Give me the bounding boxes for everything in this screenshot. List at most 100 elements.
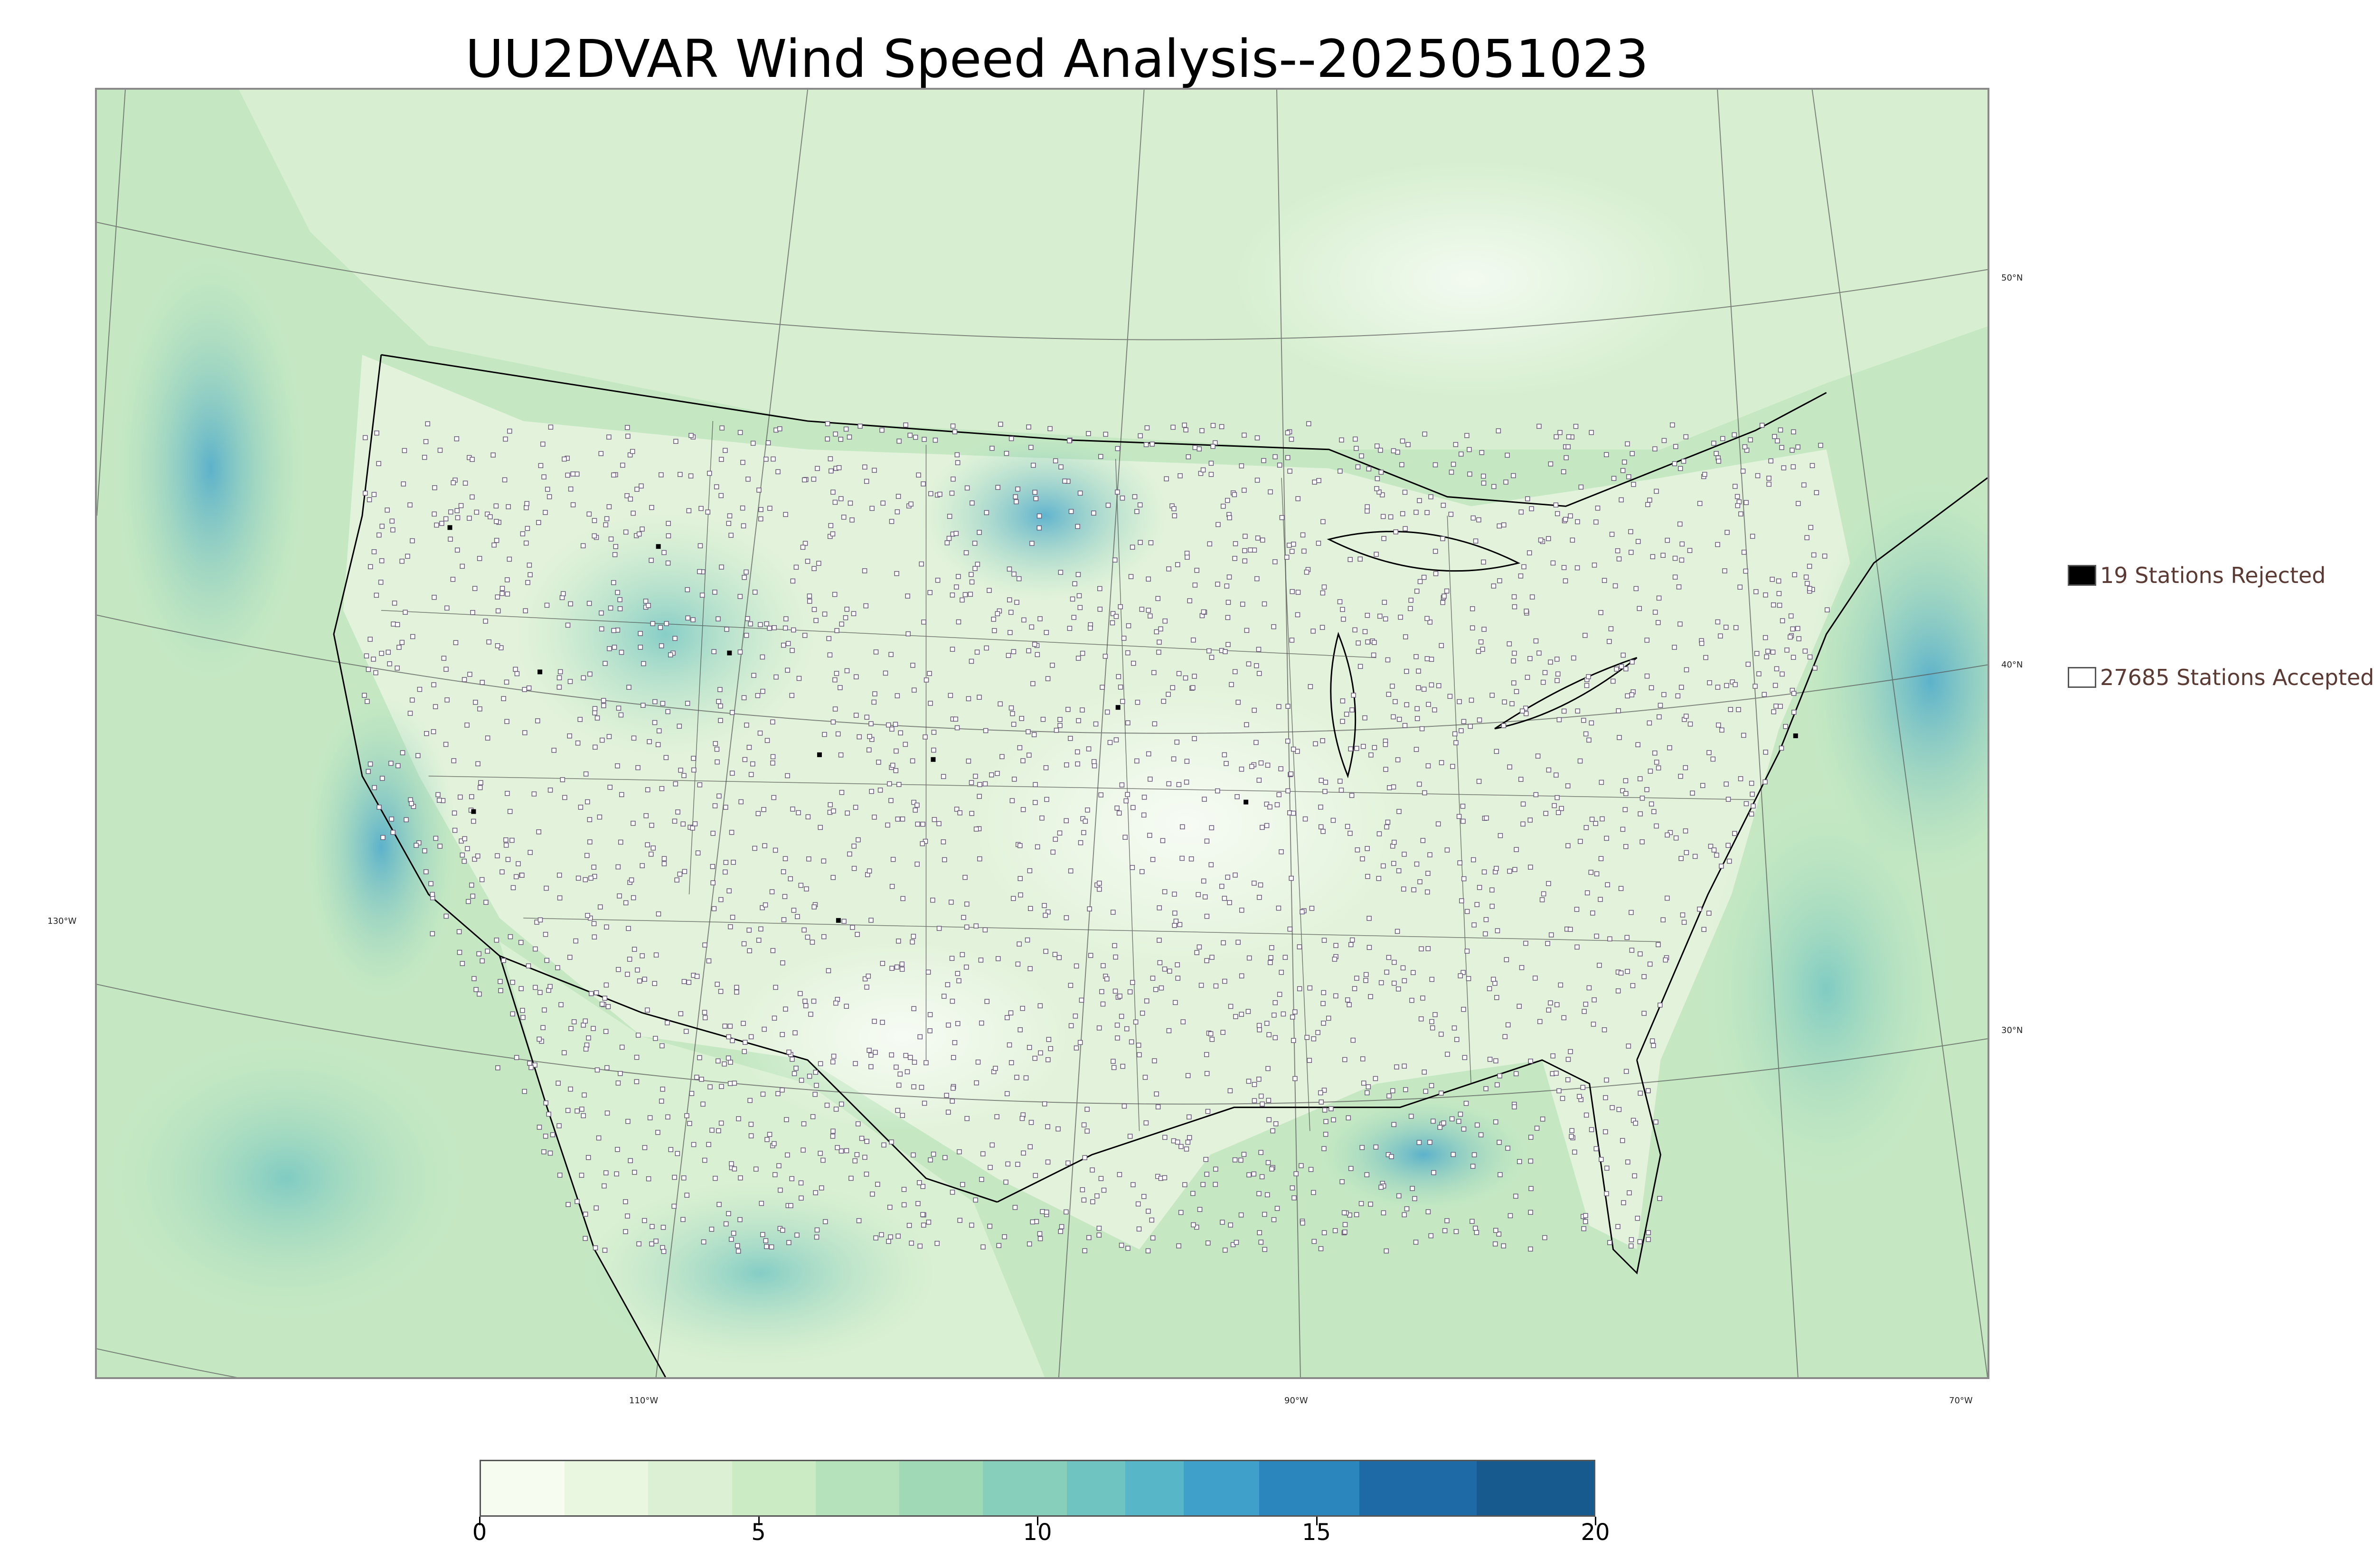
station-accepted-marker (899, 967, 905, 972)
station-accepted-marker (1774, 666, 1780, 672)
colorbar-segment (1259, 1461, 1360, 1515)
station-accepted-marker (1667, 745, 1672, 751)
colorbar-segment (1184, 1461, 1259, 1515)
station-accepted-marker (1377, 613, 1383, 619)
station-accepted-marker (1453, 1229, 1459, 1234)
station-accepted-marker (656, 728, 662, 733)
station-accepted-marker (979, 1177, 984, 1182)
station-accepted-marker (1113, 737, 1119, 742)
great-lakes-michigan (1330, 631, 1357, 779)
station-accepted-marker (475, 761, 480, 767)
station-accepted-marker (1471, 1152, 1477, 1157)
station-accepted-marker (1616, 1107, 1622, 1112)
station-accepted-marker (1618, 970, 1624, 976)
station-accepted-marker (619, 649, 624, 655)
station-rejected-marker (537, 669, 543, 675)
station-accepted-marker (628, 496, 633, 502)
station-accepted-marker (1120, 495, 1125, 501)
station-accepted-marker (1461, 1127, 1467, 1132)
station-accepted-marker (423, 439, 429, 444)
station-accepted-marker (1408, 606, 1413, 611)
station-accepted-marker (910, 939, 915, 945)
station-accepted-marker (1272, 559, 1278, 564)
station-accepted-marker (726, 888, 732, 893)
station-accepted-marker (1227, 515, 1232, 520)
station-accepted-marker (1035, 652, 1040, 657)
station-accepted-marker (988, 1164, 993, 1170)
station-accepted-marker (838, 437, 844, 442)
station-accepted-marker (771, 795, 777, 800)
station-accepted-marker (1293, 1171, 1299, 1176)
wind-speed-map[interactable] (95, 88, 1989, 1379)
station-accepted-marker (1179, 855, 1185, 861)
station-accepted-marker (678, 768, 683, 773)
station-accepted-marker (1638, 1090, 1643, 1096)
station-accepted-marker (503, 843, 509, 848)
station-accepted-marker (740, 460, 745, 465)
station-accepted-marker (1424, 510, 1430, 515)
station-rejected-marker (931, 757, 936, 762)
station-accepted-marker (1209, 1037, 1215, 1042)
station-accepted-marker (1284, 554, 1290, 560)
station-accepted-marker (714, 746, 720, 752)
station-accepted-marker (540, 441, 546, 447)
station-accepted-marker (431, 729, 436, 734)
station-accepted-marker (1568, 927, 1573, 932)
station-accepted-marker (715, 759, 720, 765)
station-accepted-marker (1287, 926, 1293, 932)
station-accepted-marker (788, 1203, 793, 1208)
station-accepted-marker (1647, 498, 1652, 503)
station-accepted-marker (764, 738, 770, 743)
station-accepted-marker (1546, 767, 1552, 773)
station-rejected-marker (1115, 705, 1121, 710)
station-accepted-marker (1204, 838, 1210, 844)
station-accepted-marker (1802, 648, 1808, 654)
station-accepted-marker (1520, 821, 1526, 827)
station-accepted-marker (879, 427, 885, 433)
station-accepted-marker (425, 421, 430, 427)
station-accepted-marker (1504, 957, 1509, 962)
station-accepted-marker (477, 991, 482, 997)
station-accepted-marker (1776, 591, 1782, 596)
station-accepted-marker (1342, 1222, 1348, 1227)
station-accepted-marker (1028, 906, 1033, 911)
station-accepted-marker (1711, 847, 1717, 853)
station-accepted-marker (901, 1202, 907, 1208)
station-accepted-marker (1630, 983, 1636, 988)
station-accepted-marker (1139, 607, 1145, 612)
station-accepted-marker (998, 422, 1003, 427)
station-accepted-marker (1555, 810, 1561, 815)
station-accepted-marker (839, 789, 845, 795)
station-accepted-marker (1423, 1089, 1428, 1094)
station-accepted-marker (1476, 648, 1481, 654)
station-accepted-marker (1044, 797, 1049, 802)
station-accepted-marker (1523, 711, 1529, 716)
station-accepted-marker (608, 536, 614, 542)
station-accepted-marker (1161, 698, 1167, 704)
rejected-swatch (2068, 565, 2096, 586)
station-accepted-marker (612, 645, 617, 650)
station-accepted-marker (1697, 906, 1702, 912)
station-accepted-marker (1558, 982, 1564, 988)
wind-low-canada (1234, 160, 1708, 398)
station-accepted-marker (856, 1218, 862, 1223)
station-accepted-marker (756, 938, 762, 943)
station-accepted-marker (666, 521, 671, 526)
station-accepted-marker (911, 1006, 916, 1011)
station-accepted-marker (1279, 515, 1285, 520)
station-accepted-marker (1676, 584, 1682, 590)
station-accepted-marker (1071, 615, 1076, 620)
station-accepted-marker (1442, 1228, 1448, 1233)
lon-label-110w: 110°W (629, 1396, 659, 1406)
station-accepted-marker (1444, 1218, 1450, 1223)
station-accepted-marker (1807, 654, 1813, 660)
station-accepted-marker (460, 563, 465, 569)
station-accepted-marker (494, 538, 499, 543)
station-accepted-marker (1641, 1011, 1647, 1016)
station-accepted-marker (1162, 889, 1168, 894)
station-accepted-marker (1362, 629, 1368, 634)
station-accepted-marker (1459, 728, 1464, 733)
station-accepted-marker (1479, 450, 1485, 455)
station-accepted-marker (1205, 1108, 1211, 1114)
station-accepted-marker (1213, 1182, 1218, 1187)
